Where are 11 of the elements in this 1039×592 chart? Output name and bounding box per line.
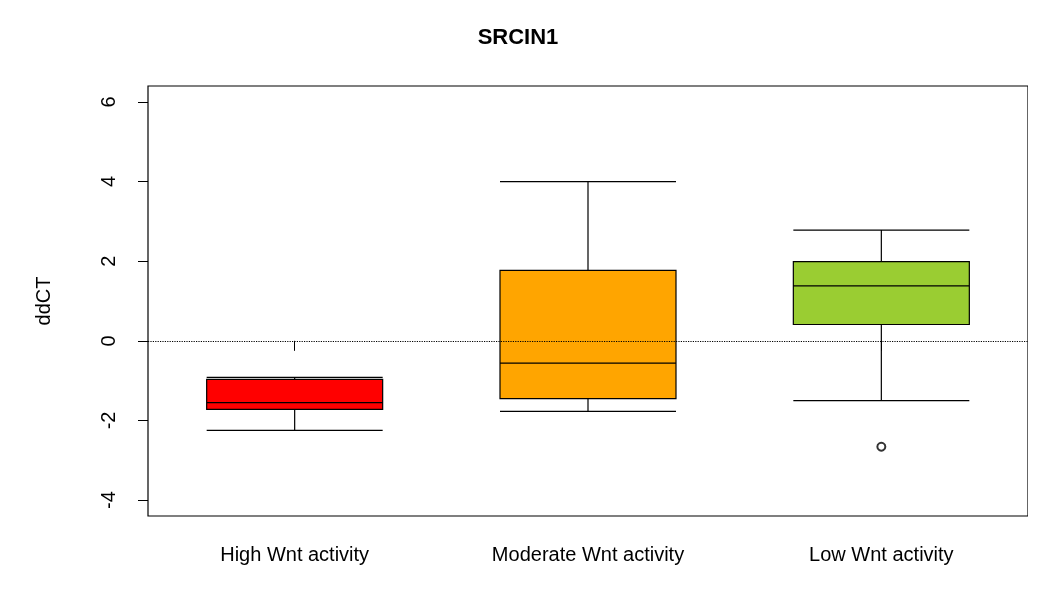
y-tick-label: 6: [97, 96, 119, 108]
y-axis-title: ddCT: [32, 276, 54, 326]
y-tick-label: -4: [97, 491, 119, 509]
y-tick-label: 2: [97, 255, 119, 267]
x-tick-label: Low Wnt activity: [809, 543, 954, 565]
x-tick-label: High Wnt activity: [220, 543, 370, 565]
y-tick-label: 4: [97, 175, 119, 188]
y-tick-label: 0: [97, 335, 119, 347]
x-tick-label: Moderate Wnt activity: [491, 543, 685, 565]
y-tick-label: -2: [97, 411, 119, 430]
chart-title: SRCIN1: [477, 23, 559, 49]
